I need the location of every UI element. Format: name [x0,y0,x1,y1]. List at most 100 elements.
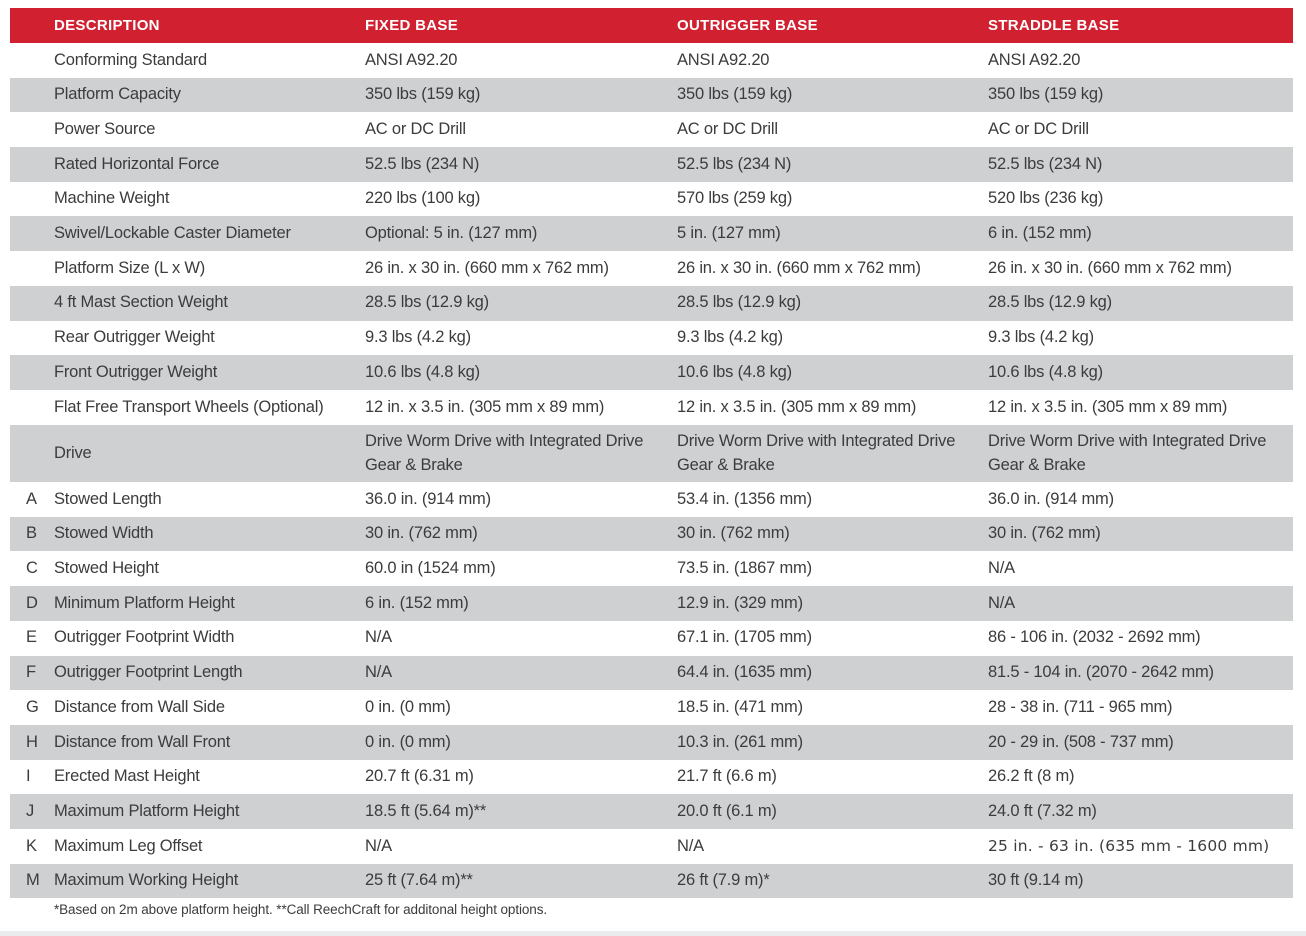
table-row: Swivel/Lockable Caster Diameter Optional:… [10,216,1293,252]
row-value: 350 lbs (159 kg) [365,85,481,104]
table-row: I Erected Mast Height 20.7 ft (6.31 m) 21.7… [10,759,1293,795]
row-value: 10.6 lbs (4.8 kg) [677,362,792,381]
row-description: 4 ft Mast Section Weight [54,293,228,312]
row-value: 20.0 ft (6.1 m) [677,801,777,820]
table-row: Platform Capacity 350 lbs (159 kg) 350 lbs… [10,77,1293,113]
row-description: Drive [54,443,92,462]
table-row: F Outrigger Footprint Length N/A 64.4 in. (… [10,655,1293,691]
row-value: ANSI A92.20 [365,50,458,69]
row-value: AC or DC Drill [988,120,1089,138]
row-value: 28.5 lbs (12.9 kg) [365,293,489,312]
header-cell: DESCRIPTION [54,17,160,34]
specification-table: DESCRIPTION FIXED BASE OUTRIGGER BASE STRAD… [10,8,1293,899]
row-value: 12 in. x 3.5 in. (305 mm x 89 mm) [677,397,917,416]
header-cell: OUTRIGGER BASE [677,17,818,34]
row-value: 53.4 in. (1356 mm) [677,489,812,508]
row-value: 30 in. (762 mm) [988,524,1101,543]
row-letter: F [26,663,36,682]
table-row: K Maximum Leg Offset N/A N/A 25 in. - 63 in.… [10,828,1293,864]
table-row: M Maximum Working Height 25 ft (7.64 m)** 2… [10,863,1293,899]
row-value: 26 in. x 30 in. (660 mm x 762 mm) [365,258,609,277]
header-cell: FIXED BASE [365,17,459,34]
row-value: Drive Worm Drive with Integrated Drive G… [988,431,1267,475]
row-description: Machine Weight [54,189,170,208]
row-value: N/A [677,836,704,855]
row-letter: A [26,489,37,508]
row-description: Outrigger Footprint Length [54,663,243,682]
row-description: Flat Free Transport Wheels (Optional) [54,397,324,416]
table-header-row: DESCRIPTION FIXED BASE OUTRIGGER BASE STRAD… [10,8,1293,43]
row-letter: I [26,767,31,786]
row-value: 28.5 lbs (12.9 kg) [988,293,1112,312]
table-row: Machine Weight 220 lbs (100 kg) 570 lbs (2… [10,181,1293,217]
row-description: Power Source [54,120,156,138]
row-value: 64.4 in. (1635 mm) [677,663,812,682]
row-letter: B [26,524,37,543]
row-value: 30 ft (9.14 m) [988,871,1084,890]
row-value: 26 in. x 30 in. (660 mm x 762 mm) [677,258,921,277]
row-value: 21.7 ft (6.6 m) [677,767,777,786]
row-value: Drive Worm Drive with Integrated Drive G… [365,431,644,475]
row-description: Platform Capacity [54,85,181,104]
table-row: E Outrigger Footprint Width N/A 67.1 in. (1… [10,620,1293,656]
row-value: AC or DC Drill [365,120,466,138]
row-description: Maximum Leg Offset [54,836,203,855]
row-letter: K [26,836,37,855]
row-value: N/A [365,836,392,855]
row-value: 350 lbs (159 kg) [988,85,1104,104]
table-row: H Distance from Wall Front 0 in. (0 mm) 10.… [10,724,1293,760]
row-value: 0 in. (0 mm) [365,732,451,751]
row-description: Stowed Length [54,489,162,508]
table-row: 4 ft Mast Section Weight 28.5 lbs (12.9 k… [10,285,1293,321]
row-value: 28.5 lbs (12.9 kg) [677,293,801,312]
row-value: 10.6 lbs (4.8 kg) [365,362,480,381]
row-letter: M [26,871,40,890]
row-description: Maximum Platform Height [54,801,240,820]
row-description: Swivel/Lockable Caster Diameter [54,224,291,243]
row-description: Distance from Wall Side [54,697,225,716]
row-letter: G [26,697,39,716]
row-description: Erected Mast Height [54,767,200,786]
table-row: Front Outrigger Weight 10.6 lbs (4.8 kg) 1… [10,355,1293,390]
row-value: 0 in. (0 mm) [365,697,451,716]
row-description: Distance from Wall Front [54,732,231,751]
row-value: 81.5 - 104 in. (2070 - 2642 mm) [988,663,1214,682]
row-description: Minimum Platform Height [54,593,235,612]
row-description: Stowed Height [54,559,159,578]
row-letter: J [26,801,35,820]
table-row: G Distance from Wall Side 0 in. (0 mm) 18.5… [10,690,1293,725]
row-value: 12 in. x 3.5 in. (305 mm x 89 mm) [988,397,1228,416]
row-letter: H [26,732,38,751]
table-row: J Maximum Platform Height 18.5 ft (5.64 m)… [10,794,1293,829]
bottom-divider [0,931,1306,936]
row-value: 20.7 ft (6.31 m) [365,767,474,786]
row-value: 220 lbs (100 kg) [365,189,481,208]
row-letter: D [26,593,38,612]
row-value: 520 lbs (236 kg) [988,189,1104,208]
table-row: Drive Drive Worm Drive with Integrated Dr… [10,424,1293,483]
row-value: Drive Worm Drive with Integrated Drive G… [677,431,956,475]
table-row: B Stowed Width 30 in. (762 mm) 30 in. (762 … [10,516,1293,552]
row-letter: E [26,628,37,647]
row-description: Platform Size (L x W) [54,258,206,277]
table-row: Platform Size (L x W) 26 in. x 30 in. (66… [10,251,1293,286]
row-description: Conforming Standard [54,50,208,69]
row-value: N/A [365,628,392,647]
row-description: Front Outrigger Weight [54,362,218,381]
row-value: 570 lbs (259 kg) [677,189,793,208]
row-value: N/A [365,663,392,682]
table-row: D Minimum Platform Height 6 in. (152 mm) 12… [10,586,1293,621]
table-row: Rated Horizontal Force 52.5 lbs (234 N) 52… [10,147,1293,182]
row-value: Optional: 5 in. (127 mm) [365,224,538,243]
row-value: 9.3 lbs (4.2 kg) [365,328,471,347]
row-value: 6 in. (152 mm) [988,224,1092,243]
table-row: C Stowed Height 60.0 in (1524 mm) 73.5 in. … [10,551,1293,587]
row-value: 28 - 38 in. (711 - 965 mm) [988,697,1173,716]
row-value: AC or DC Drill [677,120,778,138]
row-value: 86 - 106 in. (2032 - 2692 mm) [988,628,1201,647]
row-description: Maximum Working Height [54,871,239,890]
row-value: 30 in. (762 mm) [677,524,790,543]
table-row: Flat Free Transport Wheels (Optional) 12 … [10,389,1293,425]
row-value: ANSI A92.20 [988,50,1081,69]
